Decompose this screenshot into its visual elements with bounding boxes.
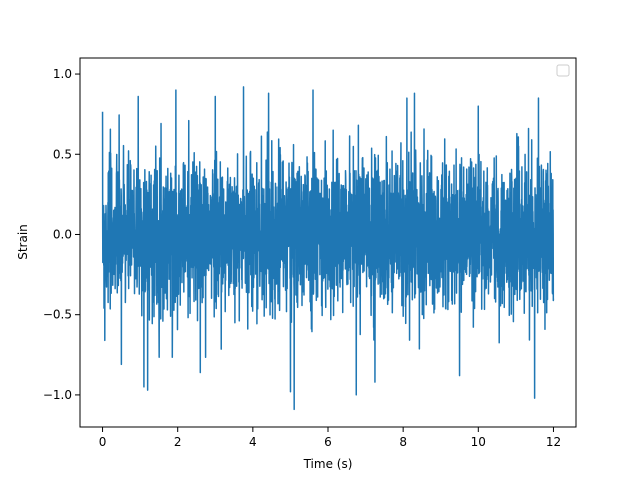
y-tick-label: 0.5	[53, 147, 72, 161]
x-tick-label: 12	[546, 435, 561, 449]
x-tick-label: 8	[399, 435, 407, 449]
x-tick-label: 6	[324, 435, 332, 449]
x-axis: 0 2 4 6 8 10 12	[99, 427, 561, 449]
y-tick-label: −0.5	[43, 308, 72, 322]
x-tick-label: 4	[249, 435, 257, 449]
x-tick-label: 2	[174, 435, 182, 449]
y-tick-label: 0.0	[53, 227, 72, 241]
y-axis: −1.0 −0.5 0.0 0.5 1.0	[43, 67, 80, 402]
strain-series-line	[101, 86, 555, 411]
series-layer	[101, 86, 555, 411]
x-axis-label: Time (s)	[303, 457, 353, 471]
legend-box	[556, 64, 570, 77]
x-tick-label: 10	[471, 435, 486, 449]
x-tick-label: 0	[99, 435, 107, 449]
y-tick-label: −1.0	[43, 388, 72, 402]
y-tick-label: 1.0	[53, 67, 72, 81]
y-axis-label: Strain	[16, 224, 30, 260]
